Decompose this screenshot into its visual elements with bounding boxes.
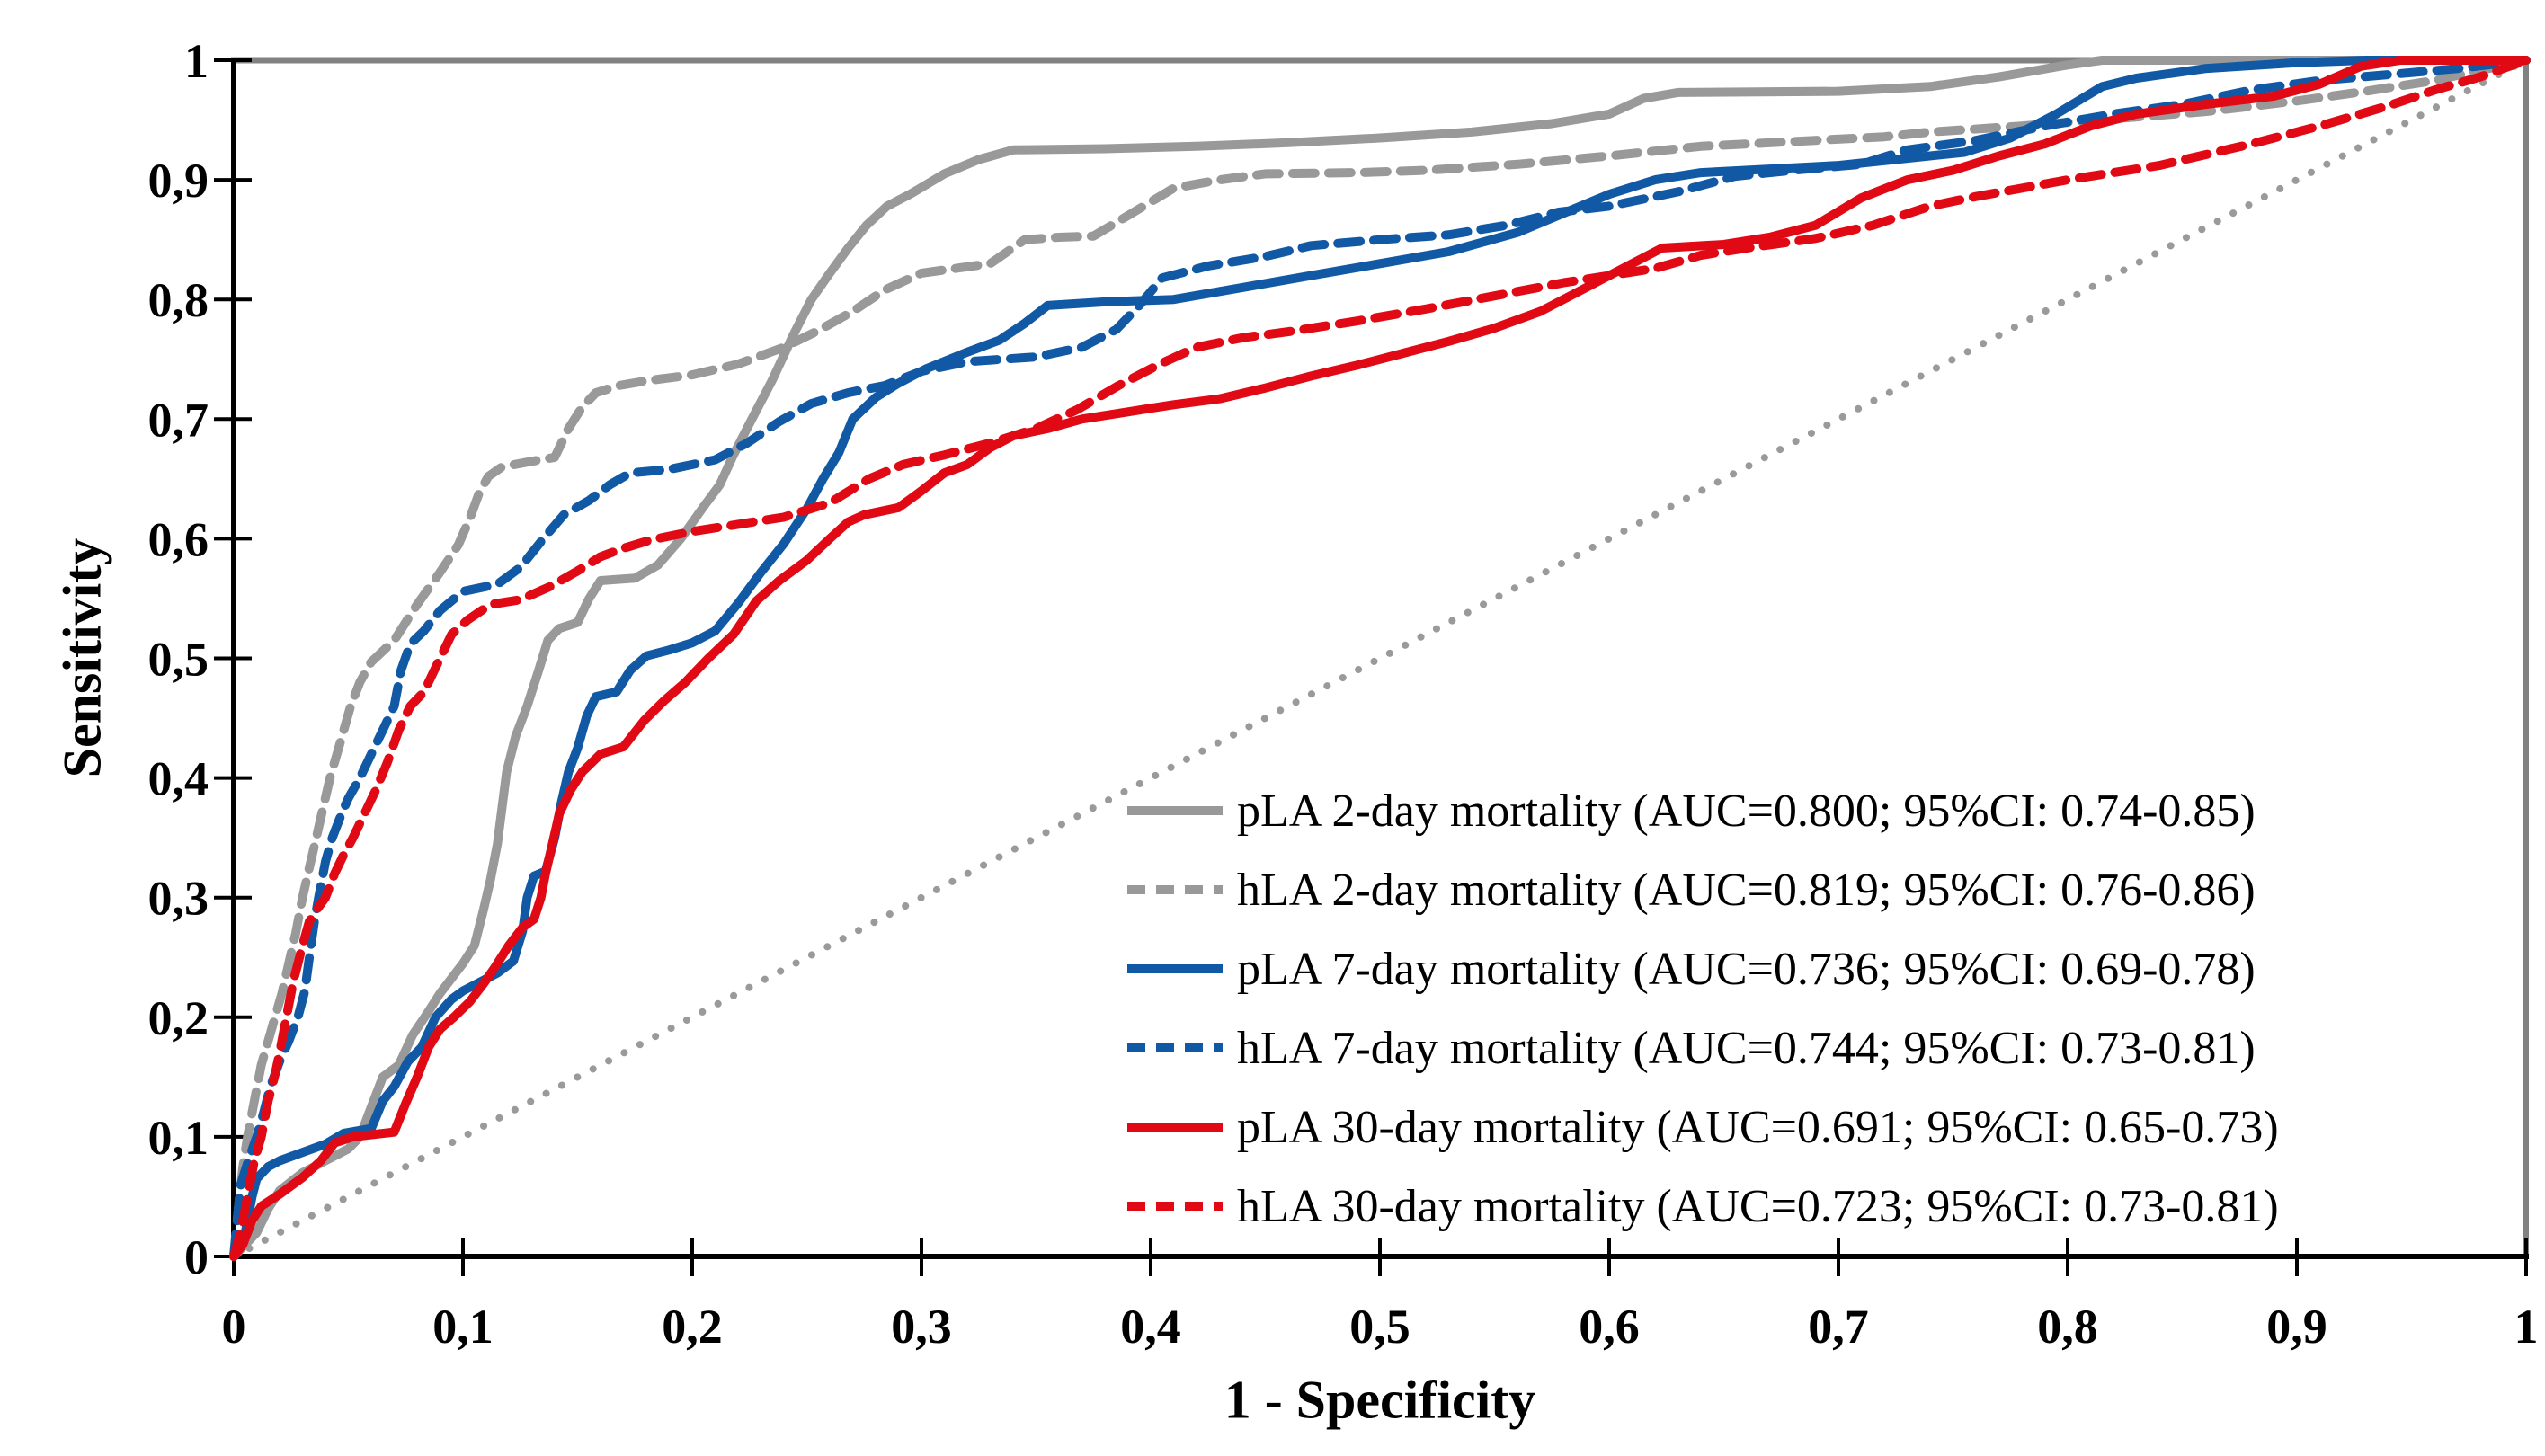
x-tick-label: 0,9 — [2266, 1300, 2327, 1354]
curve-pla-30day — [229, 56, 2531, 1261]
chart-legend: pLA 2-day mortality (AUC=0.800; 95%CI: 0… — [36, 14, 2545, 1442]
legend-item-pla-7day: pLA 7-day mortality (AUC=0.736; 95%CI: 0… — [1126, 929, 2256, 1008]
curve-hla-30day — [229, 56, 2531, 1261]
legend-item-hla-7day: hLA 7-day mortality (AUC=0.744; 95%CI: 0… — [1126, 1008, 2256, 1088]
roc-chart-svg: 0 0,1 0,2 0,3 0,4 0,5 0,6 0,7 0,8 0,9 1 0 0,1 0,2 0,3 0… — [148, 34, 2539, 1354]
legend-swatch-solid-line — [1127, 964, 1223, 973]
legend-label: hLA 7-day mortality (AUC=0.744; 95%CI: 0… — [1237, 1022, 2256, 1074]
legend-label: pLA 2-day mortality (AUC=0.800; 95%CI: 0… — [1237, 785, 2256, 837]
y-tick-label: 0,3 — [148, 872, 209, 926]
y-tick-label: 0,7 — [148, 393, 209, 447]
x-tick-label: 0,8 — [2037, 1300, 2098, 1354]
curve-hla-2day — [229, 56, 2531, 1261]
x-tick-label: 0,5 — [1349, 1300, 1410, 1354]
legend-item-hla-2day: hLA 2-day mortality (AUC=0.819; 95%CI: 0… — [1126, 850, 2256, 929]
x-tick-label: 0,7 — [1808, 1300, 1869, 1354]
y-tick-label: 0,4 — [148, 752, 209, 806]
legend-label: pLA 30-day mortality (AUC=0.691; 95%CI: … — [1237, 1101, 2279, 1153]
y-tick-label: 0,6 — [148, 512, 209, 566]
y-tick-label: 0,2 — [148, 991, 209, 1045]
legend-swatch-solid-line — [1127, 1123, 1223, 1132]
legend-label: pLA 7-day mortality (AUC=0.736; 95%CI: 0… — [1237, 943, 2256, 995]
legend-swatch-dashed-line — [1127, 885, 1223, 894]
curve-pla-2day — [229, 56, 2531, 1261]
y-tick-label: 0,8 — [148, 273, 209, 327]
legend-item-pla-30day: pLA 30-day mortality (AUC=0.691; 95%CI: … — [1126, 1088, 2279, 1167]
y-tick-label: 0 — [184, 1230, 209, 1284]
legend-label: hLA 2-day mortality (AUC=0.819; 95%CI: 0… — [1237, 864, 2256, 916]
curve-hla-7day — [229, 56, 2531, 1261]
y-tick-label: 1 — [184, 34, 209, 88]
legend-label: hLA 30-day mortality (AUC=0.723; 95%CI: … — [1237, 1180, 2279, 1232]
legend-item-pla-2day: pLA 2-day mortality (AUC=0.800; 95%CI: 0… — [1126, 771, 2256, 850]
x-tick-label: 0,4 — [1120, 1300, 1181, 1354]
curve-pla-7day — [229, 56, 2531, 1261]
y-tick-label: 0,9 — [148, 154, 209, 208]
legend-swatch-solid-line — [1127, 806, 1223, 815]
x-tick-label: 0,2 — [662, 1300, 723, 1354]
legend-item-hla-30day: hLA 30-day mortality (AUC=0.723; 95%CI: … — [1126, 1167, 2279, 1246]
legend-swatch-dashed-line — [1127, 1202, 1223, 1211]
x-tick-label: 1 — [2514, 1300, 2539, 1354]
y-tick-label: 0,5 — [148, 633, 209, 687]
x-tick-label: 0 — [222, 1300, 246, 1354]
x-axis-title: 1 - Specificity — [1224, 1370, 1536, 1430]
roc-chart: 0 0,1 0,2 0,3 0,4 0,5 0,6 0,7 0,8 0,9 1 0 0,1 0,2 0,3 0… — [36, 14, 2545, 1442]
x-tick-label: 0,1 — [432, 1300, 494, 1354]
x-tick-label: 0,3 — [891, 1300, 952, 1354]
legend-swatch-dashed-line — [1127, 1043, 1223, 1052]
y-tick-label: 0,1 — [148, 1111, 209, 1165]
x-tick-label: 0,6 — [1579, 1300, 1640, 1354]
